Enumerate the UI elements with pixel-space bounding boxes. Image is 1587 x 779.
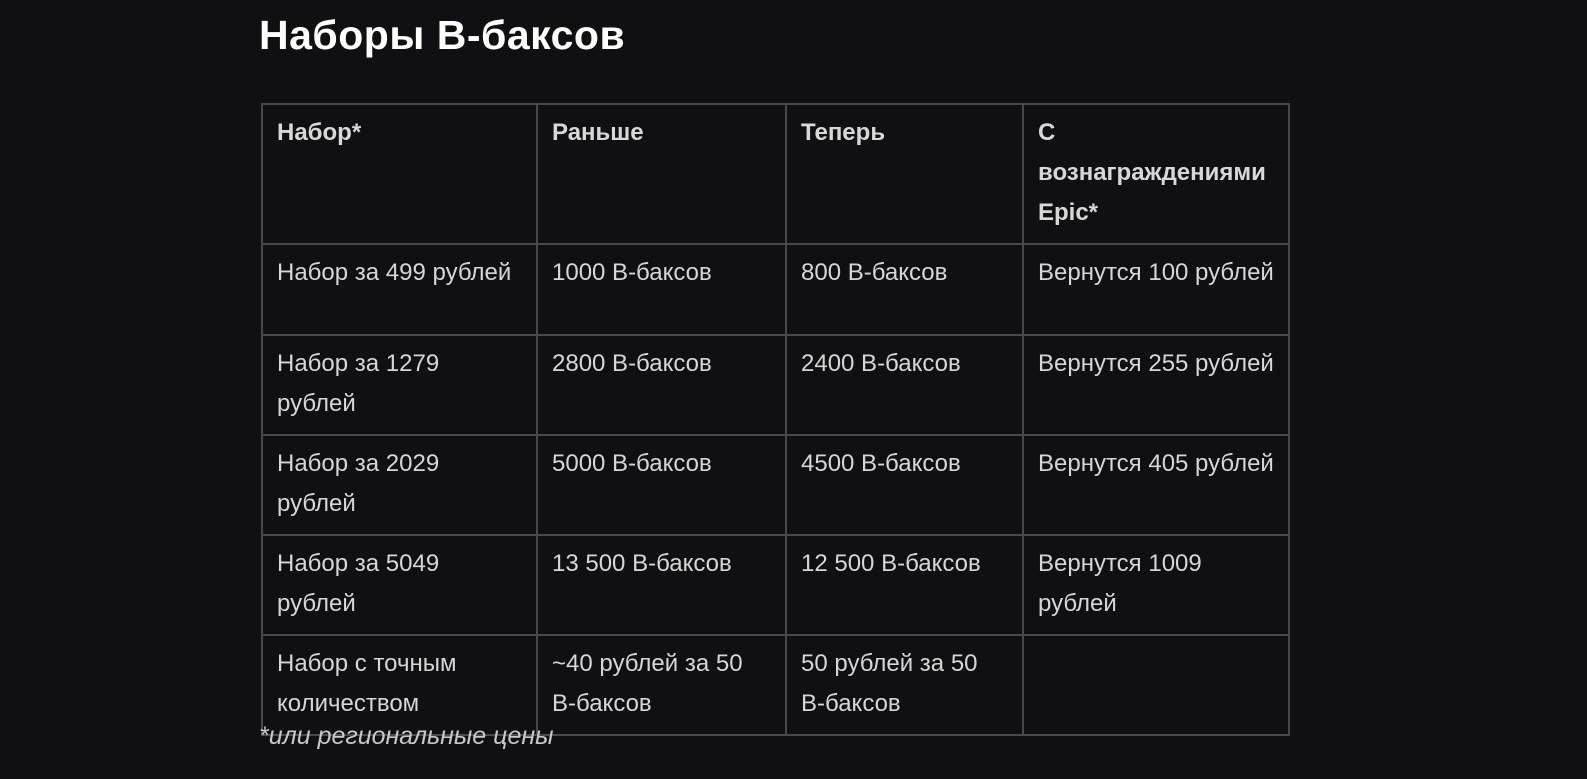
table-row: Набор с точным количеством ~40 рублей за …	[261, 634, 1290, 736]
cell-before: 13 500 В-баксов	[536, 534, 787, 636]
header-epic-rewards: С вознаграждениями Epic*	[1022, 103, 1290, 245]
cell-pack: Набор за 2029 рублей	[261, 434, 538, 536]
cell-now: 2400 В-баксов	[785, 334, 1024, 436]
page-title: Наборы В-баксов	[259, 12, 626, 58]
cell-before: ~40 рублей за 50 В-баксов	[536, 634, 787, 736]
cell-epic-rewards: Вернутся 405 рублей	[1022, 434, 1290, 536]
cell-before: 5000 В-баксов	[536, 434, 787, 536]
cell-now: 50 рублей за 50 В-баксов	[785, 634, 1024, 736]
cell-before: 2800 В-баксов	[536, 334, 787, 436]
cell-pack: Набор за 1279 рублей	[261, 334, 538, 436]
table-row: Набор за 499 рублей 1000 В-баксов 800 В-ба…	[261, 243, 1290, 336]
header-pack: Набор*	[261, 103, 538, 245]
cell-pack: Набор с точным количеством	[261, 634, 538, 736]
cell-epic-rewards	[1022, 634, 1290, 736]
cell-pack: Набор за 499 рублей	[261, 243, 538, 336]
cell-now: 12 500 В-баксов	[785, 534, 1024, 636]
table-row: Набор за 5049 рублей 13 500 В-баксов 12 50…	[261, 534, 1290, 636]
table-row: Набор за 1279 рублей 2800 В-баксов 2400 В-…	[261, 334, 1290, 436]
table-row: Набор за 2029 рублей 5000 В-баксов 4500 В-…	[261, 434, 1290, 536]
footnote: *или региональные цены	[259, 722, 554, 750]
cell-epic-rewards: Вернутся 255 рублей	[1022, 334, 1290, 436]
table-header-row: Набор* Раньше Теперь С вознаграждениями …	[261, 103, 1290, 245]
cell-pack: Набор за 5049 рублей	[261, 534, 538, 636]
cell-now: 4500 В-баксов	[785, 434, 1024, 536]
vbucks-packs-table: Набор* Раньше Теперь С вознаграждениями …	[261, 103, 1290, 736]
cell-before: 1000 В-баксов	[536, 243, 787, 336]
cell-epic-rewards: Вернутся 1009 рублей	[1022, 534, 1290, 636]
cell-epic-rewards: Вернутся 100 рублей	[1022, 243, 1290, 336]
cell-now: 800 В-баксов	[785, 243, 1024, 336]
header-now: Теперь	[785, 103, 1024, 245]
header-before: Раньше	[536, 103, 787, 245]
